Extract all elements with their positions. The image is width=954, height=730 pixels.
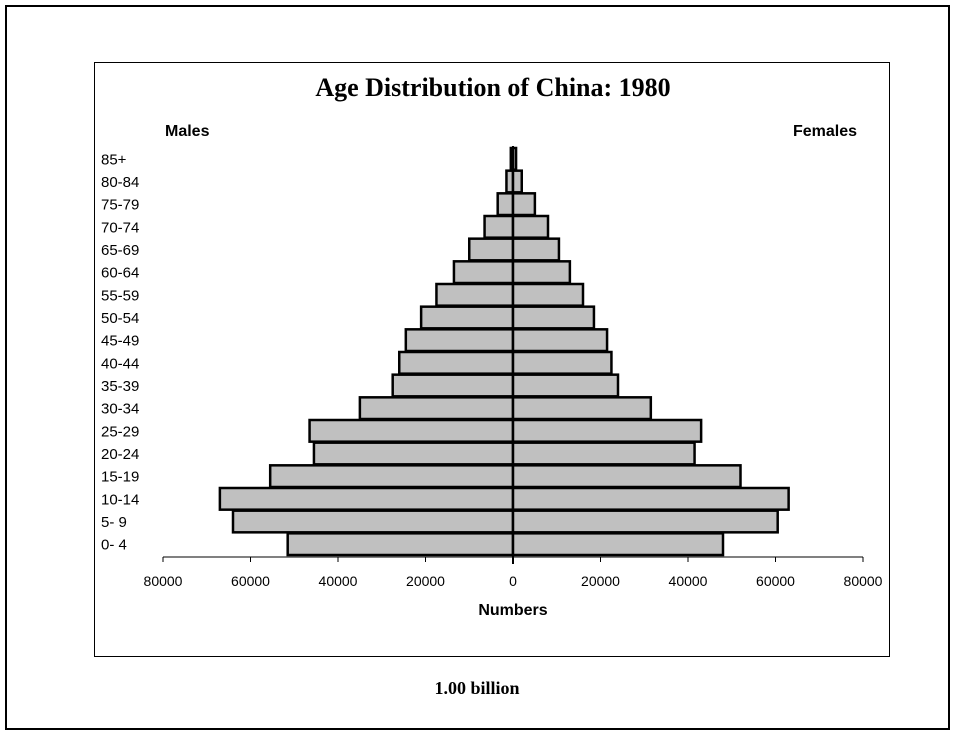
female-bar [511, 464, 742, 489]
female-bar [511, 486, 790, 511]
x-tick-label: 60000 [231, 573, 270, 589]
age-group-label: 5- 9 [101, 514, 127, 531]
male-bar [468, 237, 515, 262]
total-population-caption: 1.00 billion [434, 678, 520, 698]
male-bar [308, 418, 515, 443]
male-bar [398, 350, 515, 375]
x-tick-label: 80000 [844, 573, 883, 589]
female-bar [511, 192, 537, 217]
age-group-label: 70-74 [101, 219, 139, 236]
female-bar [511, 418, 703, 443]
male-bar [452, 260, 515, 285]
female-bar [511, 532, 725, 557]
age-group-label: 55-59 [101, 287, 139, 304]
male-bar [268, 464, 515, 489]
age-group-label: 0- 4 [101, 537, 127, 554]
males-label: Males [165, 123, 210, 140]
female-bar [511, 260, 572, 285]
male-bar [286, 532, 515, 557]
x-axis-title: Numbers [478, 602, 547, 619]
x-tick-label: 40000 [319, 573, 358, 589]
chart-area: Age Distribution of China: 1980 Males Fema… [94, 62, 890, 657]
x-tick-label: 60000 [756, 573, 795, 589]
age-group-label: 15-19 [101, 469, 139, 486]
female-bar [511, 214, 550, 239]
x-tick-label: 20000 [406, 573, 445, 589]
female-bar [511, 350, 613, 375]
age-group-label: 25-29 [101, 423, 139, 440]
male-bar [404, 328, 515, 353]
x-tick-label: 80000 [144, 573, 183, 589]
chart-title: Age Distribution of China: 1980 [315, 73, 670, 102]
age-group-label: 20-24 [101, 446, 139, 463]
male-bar [419, 305, 515, 330]
age-group-label: 45-49 [101, 333, 139, 350]
male-bar [358, 396, 515, 421]
age-group-label: 50-54 [101, 310, 139, 327]
female-bar [511, 282, 585, 307]
male-bar [391, 373, 515, 398]
age-group-label: 80-84 [101, 174, 139, 191]
age-group-label: 65-69 [101, 242, 139, 259]
male-bar [231, 509, 515, 534]
age-group-label: 30-34 [101, 401, 139, 418]
females-label: Females [793, 123, 857, 140]
age-group-label: 60-64 [101, 265, 139, 282]
male-bar [483, 214, 515, 239]
male-bar [496, 192, 515, 217]
female-bar [511, 237, 561, 262]
female-bar [511, 396, 653, 421]
male-bar [435, 282, 515, 307]
female-bar [511, 509, 779, 534]
population-pyramid-chart: Age Distribution of China: 1980 Males Fema… [101, 73, 883, 619]
female-bar [511, 305, 596, 330]
age-group-label: 75-79 [101, 197, 139, 214]
x-tick-label: 0 [509, 573, 517, 589]
female-bar [511, 328, 609, 353]
x-tick-label: 40000 [669, 573, 708, 589]
male-bar [218, 486, 515, 511]
female-bar [511, 373, 620, 398]
age-group-label: 10-14 [101, 491, 139, 508]
male-bar [312, 441, 515, 466]
age-group-label: 85+ [101, 151, 127, 168]
age-group-label: 40-44 [101, 355, 139, 372]
x-tick-label: 20000 [581, 573, 620, 589]
age-group-label: 35-39 [101, 378, 139, 395]
female-bar [511, 441, 696, 466]
female-bar [511, 169, 523, 194]
